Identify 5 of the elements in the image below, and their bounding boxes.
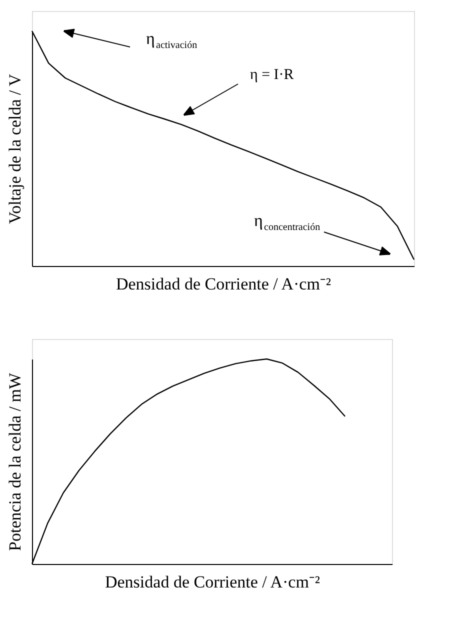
x-axis-title: Densidad de Corriente / A·cm⁻² [104,572,320,592]
y-axis-title: Potencia de la celda / mW [6,372,24,551]
annotation: η = I·R [250,67,294,83]
y-axis-title: Voltaje de la celda / V [6,73,24,224]
x-axis-title: Densidad de Corriente / A·cm⁻² [116,274,332,294]
